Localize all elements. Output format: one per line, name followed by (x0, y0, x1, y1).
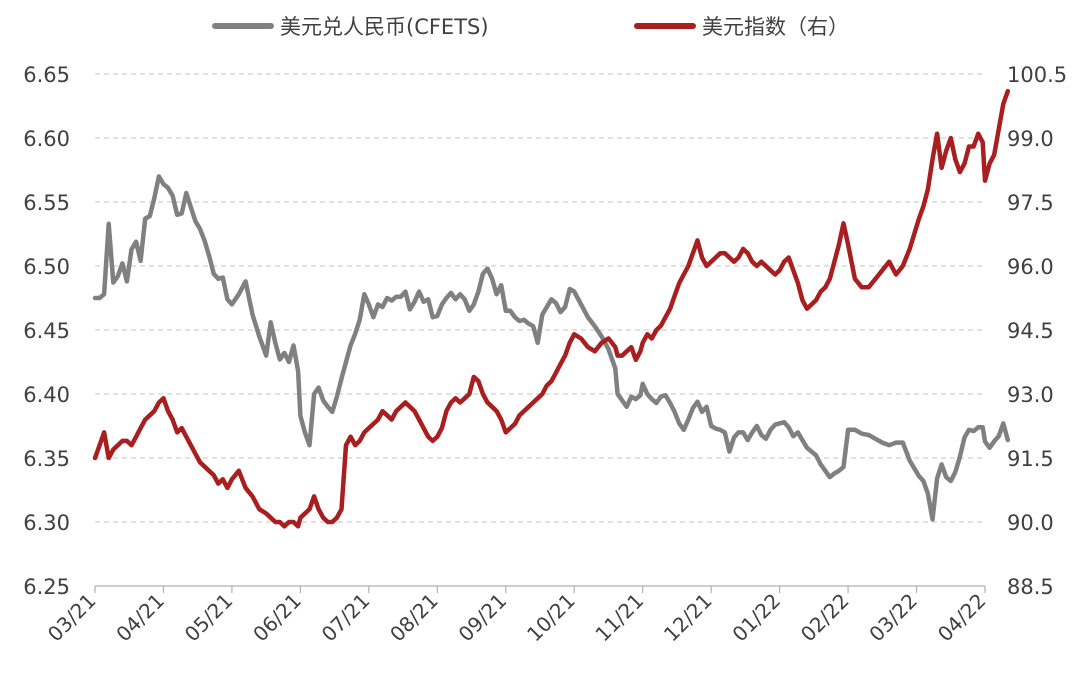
x-tick-label: 12/21 (659, 589, 717, 647)
x-tick-label: 04/22 (933, 589, 991, 647)
x-tick-label: 02/22 (796, 589, 854, 647)
y-right-tick-label: 100.5 (1007, 63, 1067, 87)
legend-label-usdcny: 美元兑人民币(CFETS) (280, 15, 489, 39)
y-left-tick-label: 6.60 (23, 127, 70, 151)
x-tick-label: 08/21 (385, 589, 443, 647)
x-tick-label: 01/22 (727, 589, 785, 647)
y-left-tick-label: 6.65 (23, 63, 70, 87)
legend-swatch-usdcny (212, 23, 274, 29)
x-tick-label: 07/21 (317, 589, 375, 647)
y-left-tick-label: 6.35 (23, 447, 70, 471)
legend-item-usdcny: 美元兑人民币(CFETS) (212, 8, 489, 44)
series-line-usdcny (92, 174, 1011, 522)
y-right-tick-label: 94.5 (1007, 319, 1054, 343)
y-right-tick-label: 93.0 (1007, 383, 1054, 407)
y-left-tick-label: 6.45 (23, 319, 70, 343)
y-left-tick-label: 6.50 (23, 255, 70, 279)
y-right-tick-label: 96.0 (1007, 255, 1054, 279)
x-tick-label: 04/21 (111, 589, 169, 647)
x-tick-label: 05/21 (180, 589, 238, 647)
y-right-tick-label: 91.5 (1007, 447, 1054, 471)
x-tick-label: 03/22 (864, 589, 922, 647)
legend-label-dxy: 美元指数（右） (702, 15, 849, 39)
legend-swatch-dxy (634, 23, 696, 29)
x-tick-label: 11/21 (590, 589, 648, 647)
y-left-tick-label: 6.40 (23, 383, 70, 407)
x-tick-label: 06/21 (248, 589, 306, 647)
x-tick-label: 10/21 (522, 589, 580, 647)
y-left-tick-label: 6.25 (23, 575, 70, 599)
legend-item-dxy: 美元指数（右） (634, 8, 849, 44)
y-right-tick-label: 90.0 (1007, 511, 1054, 535)
series-line-dxy (92, 88, 1011, 529)
x-tick-label: 09/21 (454, 589, 512, 647)
y-right-tick-label: 97.5 (1007, 191, 1054, 215)
y-left-tick-label: 6.55 (23, 191, 70, 215)
y-right-tick-label: 88.5 (1007, 575, 1054, 599)
y-left-tick-label: 6.30 (23, 511, 70, 535)
y-right-tick-label: 99.0 (1007, 127, 1054, 151)
